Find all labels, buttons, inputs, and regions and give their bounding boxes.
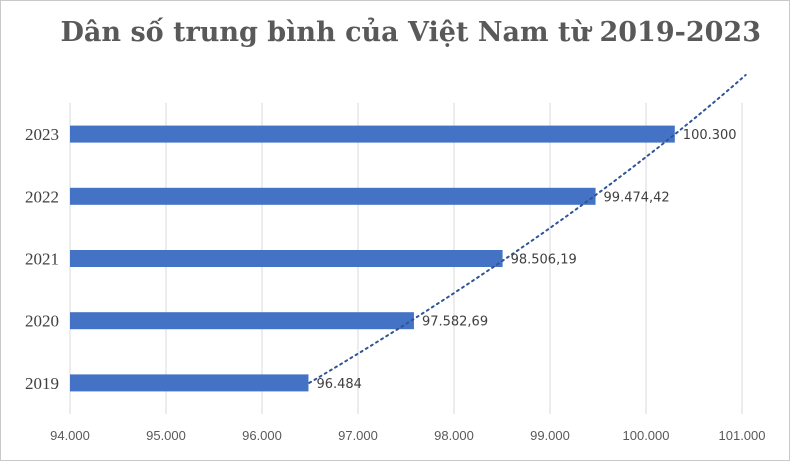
x-tick-label: 101.000	[719, 428, 766, 443]
trendline	[308, 74, 747, 384]
y-axis-ticks: 2019 2020 2021 2022 2023	[25, 125, 59, 393]
bar-2019	[70, 374, 309, 392]
data-label: 97.582,69	[422, 315, 488, 330]
y-tick-label: 2021	[25, 250, 59, 269]
x-tick-label: 98.000	[434, 428, 474, 443]
bars	[70, 125, 675, 392]
x-tick-label: 95.000	[146, 428, 186, 443]
data-label: 100.300	[683, 128, 737, 143]
chart-title: Dân số trung bình của Việt Nam từ 2019-2…	[60, 17, 761, 48]
x-tick-label: 94.000	[50, 428, 90, 443]
x-tick-label: 100.000	[623, 428, 670, 443]
data-label: 98.506,19	[511, 253, 577, 268]
x-axis-ticks: 94.000 95.000 96.000 97.000 98.000 99.000 100.…	[50, 428, 765, 443]
bar-2021	[70, 250, 503, 267]
bar-2023	[70, 125, 675, 143]
trendline-curve	[308, 74, 747, 384]
y-tick-label: 2020	[25, 312, 59, 331]
data-label: 99.474,42	[604, 190, 670, 205]
x-tick-label: 99.000	[530, 428, 570, 443]
y-tick-label: 2019	[25, 374, 59, 393]
bar-2022	[70, 187, 596, 205]
data-labels: 96.484 97.582,69 98.506,19 99.474,42 100.300	[316, 128, 736, 392]
x-tick-label: 97.000	[338, 428, 378, 443]
x-tick-label: 96.000	[242, 428, 282, 443]
data-label: 96.484	[316, 377, 362, 392]
y-tick-label: 2022	[25, 187, 59, 206]
y-tick-label: 2023	[25, 125, 59, 144]
bar-2020	[70, 312, 414, 330]
